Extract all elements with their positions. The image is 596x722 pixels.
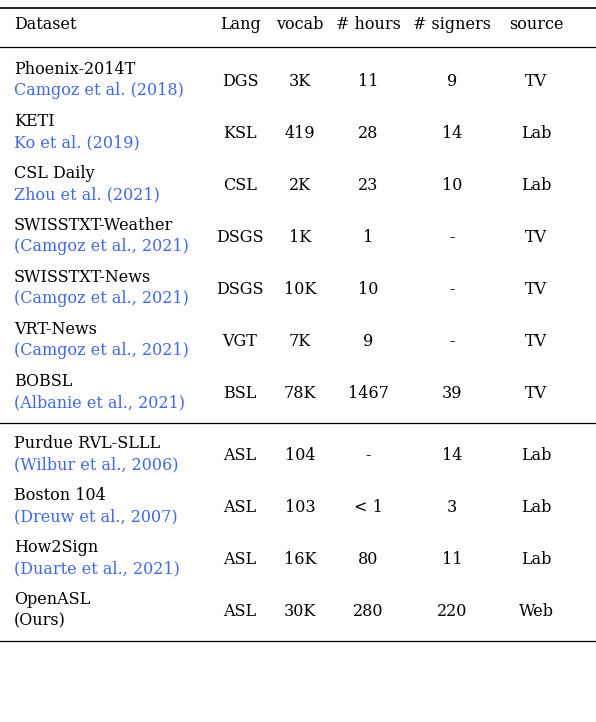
Text: Web: Web — [519, 603, 554, 620]
Text: vocab: vocab — [277, 16, 324, 33]
Text: 10: 10 — [442, 177, 462, 194]
Text: VGT: VGT — [222, 333, 257, 350]
Text: TV: TV — [525, 281, 547, 298]
Text: KSL: KSL — [223, 125, 257, 142]
Text: Lab: Lab — [521, 551, 551, 568]
Text: DSGS: DSGS — [216, 281, 264, 298]
Text: (Wilbur et al., 2006): (Wilbur et al., 2006) — [14, 456, 178, 473]
Text: (Duarte et al., 2021): (Duarte et al., 2021) — [14, 560, 180, 577]
Text: OpenASL: OpenASL — [14, 591, 90, 608]
Text: 1467: 1467 — [347, 385, 389, 402]
Text: Lab: Lab — [521, 177, 551, 194]
Text: 10: 10 — [358, 281, 378, 298]
Text: DGS: DGS — [222, 73, 258, 90]
Text: 28: 28 — [358, 125, 378, 142]
Text: 9: 9 — [447, 73, 457, 90]
Text: 220: 220 — [437, 603, 467, 620]
Text: 78K: 78K — [284, 385, 316, 402]
Text: TV: TV — [525, 73, 547, 90]
Text: TV: TV — [525, 385, 547, 402]
Text: 30K: 30K — [284, 603, 316, 620]
Text: Boston 104: Boston 104 — [14, 487, 105, 504]
Text: (Camgoz et al., 2021): (Camgoz et al., 2021) — [14, 238, 189, 255]
Text: TV: TV — [525, 229, 547, 246]
Text: SWISSTXT-News: SWISSTXT-News — [14, 269, 151, 286]
Text: -: - — [449, 333, 455, 350]
Text: 16K: 16K — [284, 551, 316, 568]
Text: Camgoz et al. (2018): Camgoz et al. (2018) — [14, 82, 184, 99]
Text: 80: 80 — [358, 551, 378, 568]
Text: -: - — [449, 229, 455, 246]
Text: KETI: KETI — [14, 113, 55, 130]
Text: Purdue RVL-SLLL: Purdue RVL-SLLL — [14, 435, 160, 452]
Text: (Albanie et al., 2021): (Albanie et al., 2021) — [14, 394, 185, 411]
Text: 1: 1 — [363, 229, 373, 246]
Text: 9: 9 — [363, 333, 373, 350]
Text: Phoenix-2014T: Phoenix-2014T — [14, 61, 135, 78]
Text: (Camgoz et al., 2021): (Camgoz et al., 2021) — [14, 290, 189, 307]
Text: How2Sign: How2Sign — [14, 539, 98, 556]
Text: ASL: ASL — [224, 551, 256, 568]
Text: 23: 23 — [358, 177, 378, 194]
Text: 10K: 10K — [284, 281, 316, 298]
Text: 14: 14 — [442, 125, 462, 142]
Text: BOBSL: BOBSL — [14, 373, 72, 390]
Text: Dataset: Dataset — [14, 16, 76, 33]
Text: Lab: Lab — [521, 447, 551, 464]
Text: Zhou et al. (2021): Zhou et al. (2021) — [14, 186, 160, 203]
Text: TV: TV — [525, 333, 547, 350]
Text: 103: 103 — [285, 499, 315, 516]
Text: Lab: Lab — [521, 125, 551, 142]
Text: ASL: ASL — [224, 447, 256, 464]
Text: CSL: CSL — [223, 177, 257, 194]
Text: (Dreuw et al., 2007): (Dreuw et al., 2007) — [14, 508, 178, 525]
Text: VRT-News: VRT-News — [14, 321, 97, 338]
Text: 7K: 7K — [289, 333, 311, 350]
Text: 419: 419 — [285, 125, 315, 142]
Text: 14: 14 — [442, 447, 462, 464]
Text: < 1: < 1 — [353, 499, 383, 516]
Text: (Ours): (Ours) — [14, 612, 66, 629]
Text: 11: 11 — [358, 73, 378, 90]
Text: 3K: 3K — [289, 73, 311, 90]
Text: DSGS: DSGS — [216, 229, 264, 246]
Text: ASL: ASL — [224, 603, 256, 620]
Text: Ko et al. (2019): Ko et al. (2019) — [14, 134, 139, 151]
Text: BSL: BSL — [224, 385, 257, 402]
Text: Lang: Lang — [220, 16, 261, 33]
Text: 2K: 2K — [289, 177, 311, 194]
Text: ASL: ASL — [224, 499, 256, 516]
Text: 3: 3 — [447, 499, 457, 516]
Text: source: source — [509, 16, 563, 33]
Text: Lab: Lab — [521, 499, 551, 516]
Text: 39: 39 — [442, 385, 462, 402]
Text: 1K: 1K — [289, 229, 311, 246]
Text: 280: 280 — [353, 603, 383, 620]
Text: # signers: # signers — [413, 16, 491, 33]
Text: -: - — [449, 281, 455, 298]
Text: 104: 104 — [285, 447, 315, 464]
Text: SWISSTXT-Weather: SWISSTXT-Weather — [14, 217, 173, 234]
Text: # hours: # hours — [336, 16, 401, 33]
Text: 11: 11 — [442, 551, 462, 568]
Text: -: - — [365, 447, 371, 464]
Text: CSL Daily: CSL Daily — [14, 165, 95, 182]
Text: (Camgoz et al., 2021): (Camgoz et al., 2021) — [14, 342, 189, 359]
